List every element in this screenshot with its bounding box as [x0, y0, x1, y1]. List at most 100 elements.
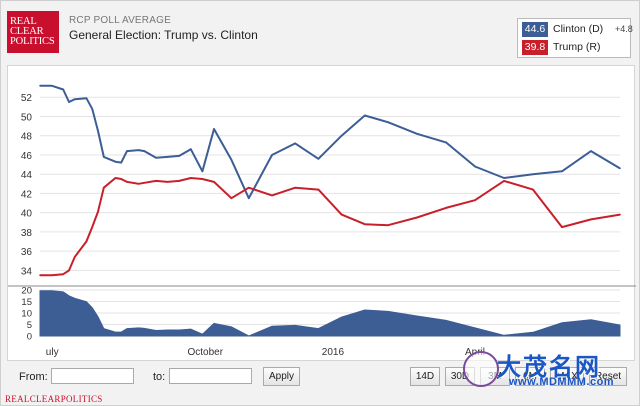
data-point-trump	[120, 178, 122, 180]
data-point-clinton	[68, 101, 70, 103]
spread-y-tick-10: 10	[21, 309, 32, 320]
data-point-trump	[114, 177, 117, 179]
data-point-clinton	[590, 150, 592, 152]
data-point-clinton	[317, 158, 320, 160]
data-point-trump	[143, 182, 146, 184]
data-point-trump	[39, 274, 41, 276]
date-controls: From: to: Apply 14D 30D 3M 6M MAX Reset	[7, 363, 635, 391]
data-point-clinton	[103, 156, 105, 158]
y-tick-46: 46	[21, 151, 33, 162]
y-tick-38: 38	[21, 228, 33, 239]
data-point-trump	[248, 186, 250, 189]
x-tick-2: 2016	[322, 347, 345, 358]
data-point-trump	[271, 194, 273, 197]
y-tick-44: 44	[21, 170, 33, 181]
data-point-trump	[474, 199, 476, 201]
data-point-clinton	[114, 160, 117, 163]
data-point-clinton	[190, 148, 192, 150]
spread-y-tick-15: 15	[21, 297, 32, 308]
y-tick-48: 48	[21, 132, 33, 143]
range-max-button[interactable]: MAX	[550, 367, 584, 386]
watermark-url: www.MDMMM.com	[509, 376, 615, 388]
reset-button[interactable]: Reset	[589, 367, 627, 386]
y-tick-40: 40	[21, 209, 33, 220]
legend-value-clinton: 44.6	[522, 22, 548, 37]
rcp-logo: REAL CLEAR POLITICS	[7, 11, 59, 53]
data-point-trump	[619, 213, 621, 216]
spread-y-tick-0: 0	[27, 332, 32, 343]
data-point-trump	[213, 181, 215, 183]
data-point-trump	[68, 269, 70, 272]
range-6m-button[interactable]: 6M	[515, 367, 545, 386]
data-point-clinton	[120, 161, 122, 164]
spread-y-tick-5: 5	[27, 320, 32, 331]
data-point-clinton	[474, 165, 476, 168]
data-point-clinton	[97, 130, 99, 132]
y-tick-42: 42	[21, 189, 33, 200]
data-point-clinton	[74, 98, 76, 100]
data-point-trump	[103, 186, 105, 189]
legend-item-trump: 39.8 Trump (R)	[522, 40, 630, 55]
y-tick-34: 34	[21, 266, 33, 277]
data-point-trump	[340, 213, 343, 216]
data-point-clinton	[137, 149, 140, 151]
to-date-input[interactable]	[169, 368, 252, 384]
data-point-trump	[62, 273, 64, 275]
legend-item-clinton: 44.6 Clinton (D) +4.8	[522, 22, 633, 37]
data-point-trump	[503, 180, 505, 182]
watermark-logo	[463, 351, 499, 387]
data-point-trump	[50, 274, 53, 276]
data-point-clinton	[271, 154, 273, 156]
data-point-clinton	[445, 141, 447, 144]
data-point-clinton	[155, 157, 157, 159]
data-point-trump	[416, 216, 418, 219]
data-point-trump	[178, 180, 180, 182]
data-point-trump	[166, 181, 169, 183]
footer-brand: REALCLEARPOLITICS	[5, 394, 103, 404]
data-point-clinton	[178, 155, 180, 157]
data-point-trump	[91, 226, 93, 228]
data-point-trump	[317, 188, 320, 191]
data-point-trump	[364, 223, 366, 225]
data-point-trump	[590, 218, 592, 221]
series-line-trump	[40, 177, 621, 277]
y-tick-50: 50	[21, 112, 33, 123]
spread-area	[39, 290, 621, 337]
data-point-trump	[532, 188, 534, 191]
data-point-trump	[137, 183, 140, 185]
data-point-trump	[561, 226, 563, 228]
data-point-clinton	[143, 150, 146, 152]
data-point-clinton	[39, 84, 41, 87]
data-point-clinton	[503, 177, 505, 179]
data-point-trump	[201, 178, 204, 180]
legend-spread-clinton: +4.8	[615, 24, 633, 34]
from-date-input[interactable]	[51, 368, 134, 384]
from-label: From:	[19, 371, 48, 383]
data-point-clinton	[340, 134, 343, 137]
data-point-clinton	[230, 159, 233, 161]
data-point-trump	[387, 224, 389, 226]
supertitle: RCP POLL AVERAGE	[69, 15, 171, 26]
data-point-trump	[230, 197, 233, 199]
data-point-clinton	[532, 173, 534, 175]
legend: 44.6 Clinton (D) +4.8 39.8 Trump (R)	[517, 18, 633, 58]
data-point-trump	[155, 180, 157, 182]
data-point-clinton	[50, 84, 53, 87]
data-point-clinton	[213, 128, 215, 130]
data-point-clinton	[561, 170, 563, 173]
data-point-clinton	[126, 150, 128, 152]
data-point-trump	[126, 181, 128, 183]
range-14d-button[interactable]: 14D	[410, 367, 440, 386]
data-point-clinton	[619, 167, 621, 170]
data-point-trump	[97, 210, 99, 213]
data-point-clinton	[248, 197, 250, 199]
series-line-clinton	[40, 84, 621, 200]
chart-title: General Election: Trump vs. Clinton	[69, 28, 258, 42]
legend-name-trump: Trump (R)	[553, 41, 601, 53]
data-point-clinton	[416, 133, 418, 135]
data-point-clinton	[62, 88, 64, 91]
apply-button[interactable]: Apply	[263, 367, 300, 386]
data-point-clinton	[364, 114, 366, 117]
